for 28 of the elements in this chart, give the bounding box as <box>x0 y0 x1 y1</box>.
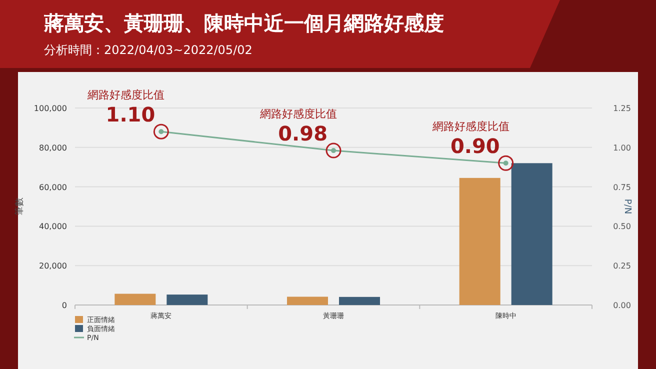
y2-tick-label: 0.25 <box>613 262 631 271</box>
text: 網路好感度比值 <box>86 88 165 102</box>
bar <box>511 163 552 305</box>
y-tick-label: 100,000 <box>34 104 67 113</box>
y-tick-label: 60,000 <box>39 182 67 192</box>
bar <box>287 296 328 305</box>
y-tick-label: 40,000 <box>39 222 67 232</box>
data-label: 0.90 <box>450 134 500 158</box>
data-label: 0.98 <box>278 122 328 146</box>
y2-tick-label: 0.75 <box>613 182 631 192</box>
annotation: 網路好感度比值 <box>259 108 337 121</box>
y2-tick-label: 1.25 <box>613 104 631 113</box>
bar <box>114 294 156 305</box>
chart-subtitle: 分析時間：2022/04/03~2022/05/02 <box>44 43 252 57</box>
y-tick-label: 80,000 <box>39 143 67 152</box>
data-label: 1.10 <box>106 102 156 127</box>
y2-tick-label: 0.50 <box>613 222 631 232</box>
bar <box>459 178 500 305</box>
annotation: 網路好感度比值 <box>431 120 510 134</box>
y2-axis-title: P/N <box>622 198 632 214</box>
y2-tick-label: 0.00 <box>613 301 631 310</box>
y-tick-label: 20,000 <box>39 262 67 271</box>
y-axis-title: 筆數 <box>14 198 25 216</box>
chart-title: 蔣萬安、黃珊珊、陳時中近一個月網路好感度 <box>43 11 444 35</box>
y2-tick-label: 1.00 <box>613 143 631 152</box>
bar <box>339 296 380 305</box>
bar <box>166 294 208 305</box>
y-tick-label: 0 <box>62 301 67 310</box>
